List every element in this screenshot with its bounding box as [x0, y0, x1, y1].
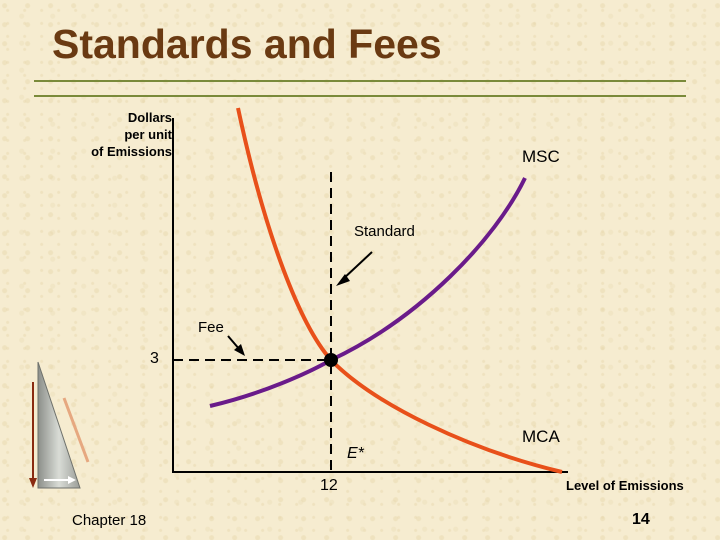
title-rule-top — [34, 80, 686, 82]
equilibrium-point — [324, 353, 338, 367]
fee-label: Fee — [198, 319, 224, 336]
equilibrium-label: E* — [347, 445, 365, 462]
x-tick-label: 12 — [320, 477, 338, 494]
y-axis-label-line: of Emissions — [91, 143, 172, 159]
msc-label: MSC — [522, 147, 560, 166]
standard-arrow — [336, 251, 373, 286]
y-axis-label-line: per unit — [124, 126, 172, 142]
chapter-label: Chapter 18 — [72, 512, 147, 529]
mca-curve — [236, 107, 563, 474]
fee-arrow — [227, 335, 245, 356]
standard-label: Standard — [354, 223, 415, 240]
page-number: 14 — [632, 511, 650, 528]
triangle-ruler-icon — [29, 361, 90, 489]
y-axis-label: Dollars per unit of Emissions — [91, 110, 172, 161]
x-axis-label: Level of Emissions — [566, 478, 684, 493]
title-rule-bottom — [34, 95, 686, 97]
mca-label: MCA — [522, 427, 560, 446]
msc-curve — [209, 177, 527, 408]
y-axis-label-line: Dollars — [127, 110, 172, 125]
y-tick-label: 3 — [150, 350, 159, 367]
slide-title: Standards and Fees — [52, 21, 442, 67]
